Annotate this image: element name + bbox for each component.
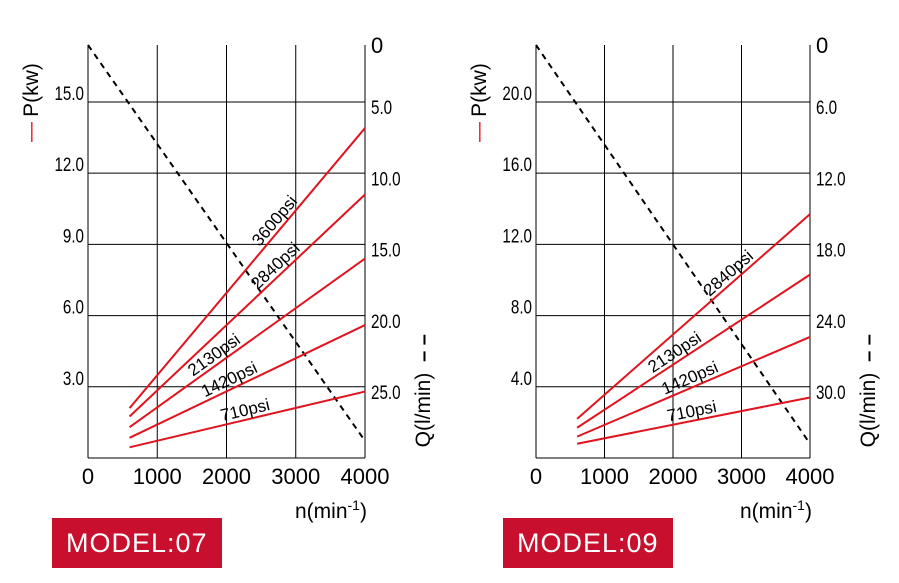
series-label: 3600psi <box>248 192 301 250</box>
y-left-tick-label: 3.0 <box>63 367 84 389</box>
series-label: 2840psi <box>247 239 303 294</box>
model-07-badge: MODEL:07 <box>52 518 222 568</box>
x-tick-label: 4000 <box>341 464 390 489</box>
power-curve-710psi <box>129 390 366 449</box>
flow-curve <box>87 44 366 442</box>
chart-model-07: 0 1000 2000 3000 4000 3.0 6.0 9.0 12.0 15.0 0 5.0 10… <box>20 33 435 523</box>
y-left-tick-label: 9.0 <box>63 225 84 247</box>
y-left-tick-label: 8.0 <box>511 296 532 318</box>
left-axis-marker: — <box>20 122 42 142</box>
y-left-tick-label: 6.0 <box>63 296 84 318</box>
flow-curve <box>535 44 811 445</box>
y-right-tick-label: 12.0 <box>816 168 846 190</box>
x-tick-label: 0 <box>530 464 542 489</box>
chart-model-09: 0 1000 2000 3000 4000 4.0 8.0 12.0 16.0 20.0 0 6.0 1… <box>468 33 880 523</box>
x-axis-title-superscript: -1 <box>793 497 806 513</box>
power-curve-3600psi <box>128 127 366 409</box>
model-09-badge: MODEL:09 <box>503 518 673 568</box>
y-left-tick-label: 12.0 <box>502 225 532 247</box>
y-right-tick-label: 30.0 <box>816 381 846 403</box>
x-axis-title-main: n(min <box>740 500 793 523</box>
x-tick-label: 1000 <box>580 464 629 489</box>
power-curve-710psi <box>576 396 811 445</box>
x-tick-label: 1000 <box>133 464 182 489</box>
y-right-tick-label: 24.0 <box>816 310 846 332</box>
power-curve-2840psi <box>128 193 366 418</box>
y-left-tick-label: 15.0 <box>54 82 84 104</box>
y-right-tick-label: 0 <box>816 33 828 58</box>
y-right-tick-label: 20.0 <box>371 310 401 332</box>
x-axis-title-superscript: -1 <box>348 497 361 513</box>
power-curve-2840psi <box>576 213 811 420</box>
x-axis-title-main: n(min <box>295 500 348 523</box>
x-tick-label: 2000 <box>202 464 251 489</box>
x-axis-title-end: ) <box>360 500 367 523</box>
x-tick-label: 3000 <box>271 464 320 489</box>
y-right-tick-label: 10.0 <box>371 168 401 190</box>
x-tick-label: 0 <box>82 464 94 489</box>
y-right-tick-label: 5.0 <box>371 97 392 119</box>
y-left-tick-label: 12.0 <box>54 154 84 176</box>
right-axis-marker: – – <box>858 334 880 362</box>
left-axis-marker: — <box>468 122 490 142</box>
left-axis-title: P(kw) <box>468 63 491 117</box>
power-curve-1420psi <box>129 324 366 439</box>
series-label: 2840psi <box>700 246 757 300</box>
x-axis-title-end: ) <box>805 500 812 523</box>
y-right-tick-label: 6.0 <box>816 97 837 119</box>
left-axis-title: P(kw) <box>20 63 43 117</box>
y-right-tick-label: 18.0 <box>816 239 846 261</box>
y-left-tick-label: 16.0 <box>502 154 532 176</box>
y-left-tick-label: 20.0 <box>502 82 532 104</box>
x-tick-label: 2000 <box>649 464 698 489</box>
power-curve-1420psi <box>576 336 811 438</box>
x-tick-label: 3000 <box>717 464 766 489</box>
x-axis-title: n(min-1) <box>295 497 367 523</box>
y-right-tick-label: 0 <box>371 33 383 58</box>
power-curve-2130psi <box>576 273 811 429</box>
x-axis-title: n(min-1) <box>740 497 812 523</box>
y-right-tick-label: 25.0 <box>371 381 401 403</box>
right-axis-title: Q(l/min) <box>412 373 435 448</box>
y-right-tick-label: 15.0 <box>371 239 401 261</box>
right-axis-marker: – – <box>413 334 435 362</box>
power-curve-2130psi <box>128 257 366 428</box>
right-axis-title: Q(l/min) <box>857 373 880 448</box>
x-tick-label: 4000 <box>786 464 835 489</box>
y-left-tick-label: 4.0 <box>511 367 532 389</box>
